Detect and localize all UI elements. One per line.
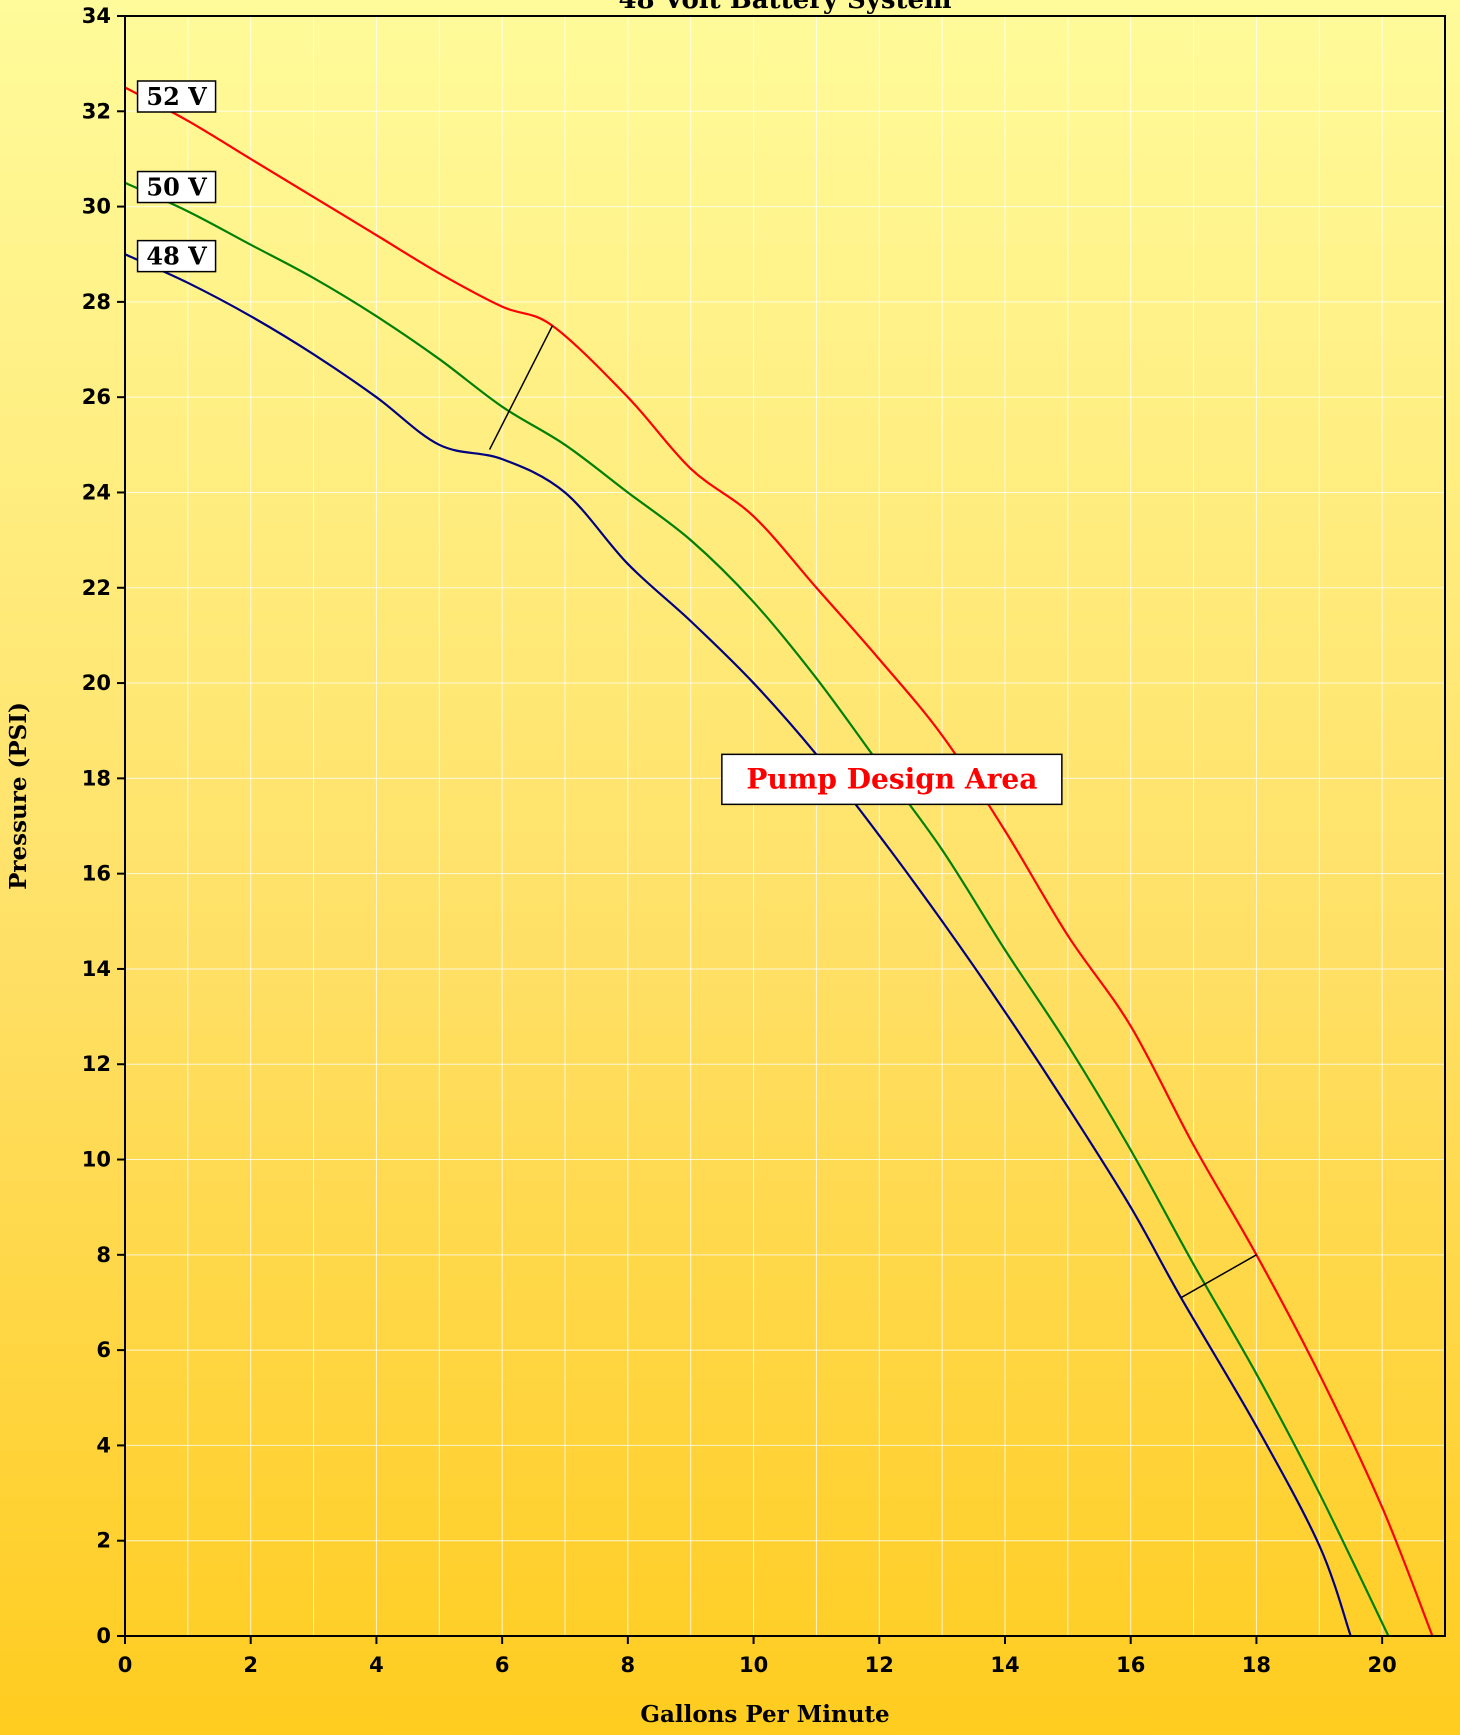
connector-line xyxy=(1180,1254,1257,1299)
x-tick-label: 0 xyxy=(118,1653,133,1677)
annotation-text: Pump Design Area xyxy=(746,762,1037,795)
x-tick-label: 10 xyxy=(739,1653,768,1677)
y-tick-label: 6 xyxy=(96,1338,111,1362)
x-tick-label: 16 xyxy=(1116,1653,1145,1677)
y-tick-label: 18 xyxy=(82,766,111,790)
y-tick-label: 24 xyxy=(82,480,111,504)
series-labels: 52 V 50 V 48 V xyxy=(136,80,217,273)
x-tick-label: 8 xyxy=(621,1653,636,1677)
y-tick-label: 14 xyxy=(82,957,111,981)
grid xyxy=(125,16,1445,1636)
y-tick-label: 0 xyxy=(96,1624,111,1648)
series-lines xyxy=(124,86,1434,1637)
y-tick-label: 4 xyxy=(96,1433,111,1457)
connector-lines xyxy=(488,325,1257,1299)
y-tick-label: 10 xyxy=(82,1148,111,1172)
series-label: 48 V xyxy=(146,242,207,271)
x-tick-label: 18 xyxy=(1242,1653,1271,1677)
y-tick-label: 16 xyxy=(82,862,111,886)
series-label-box xyxy=(136,170,217,204)
y-tick-label: 12 xyxy=(82,1052,111,1076)
series-label: 50 V xyxy=(146,173,207,202)
y-tick-label: 20 xyxy=(82,671,111,695)
series-line-52v xyxy=(124,86,1434,1637)
y-tick-label: 2 xyxy=(96,1529,111,1553)
x-tick-label: 12 xyxy=(865,1653,894,1677)
x-tick-label: 2 xyxy=(243,1653,258,1677)
series-label-box xyxy=(136,80,217,113)
annotation-box-bg xyxy=(721,753,1063,806)
series-label: 52 V xyxy=(146,82,207,111)
x-tick-label: 20 xyxy=(1368,1653,1397,1677)
series-label-box xyxy=(136,239,217,273)
annotation-box: Pump Design Area xyxy=(721,753,1063,806)
y-axis-title: Pressure (PSI) xyxy=(5,702,32,890)
series-line-50v xyxy=(124,181,1390,1637)
y-tick-label: 22 xyxy=(82,576,111,600)
y-tick-label: 32 xyxy=(82,99,111,123)
y-tick-label: 8 xyxy=(96,1243,111,1267)
y-tick-label: 34 xyxy=(82,4,111,28)
y-tick-label: 30 xyxy=(82,195,111,219)
x-tick-label: 14 xyxy=(990,1653,1019,1677)
x-axis-title: Gallons Per Minute xyxy=(640,1701,889,1728)
chart-title: 48 Volt Battery System xyxy=(618,0,951,15)
series-line-48v xyxy=(124,253,1352,1637)
x-tick-label: 6 xyxy=(495,1653,510,1677)
y-tick-label: 28 xyxy=(82,290,111,314)
connector-line xyxy=(488,325,554,450)
plot-frame xyxy=(124,15,1446,1637)
y-tick-label: 26 xyxy=(82,385,111,409)
x-axis-ticks: 0 2 4 6 8 10 12 14 16 18 20 xyxy=(118,1636,1397,1677)
x-tick-label: 4 xyxy=(369,1653,384,1677)
